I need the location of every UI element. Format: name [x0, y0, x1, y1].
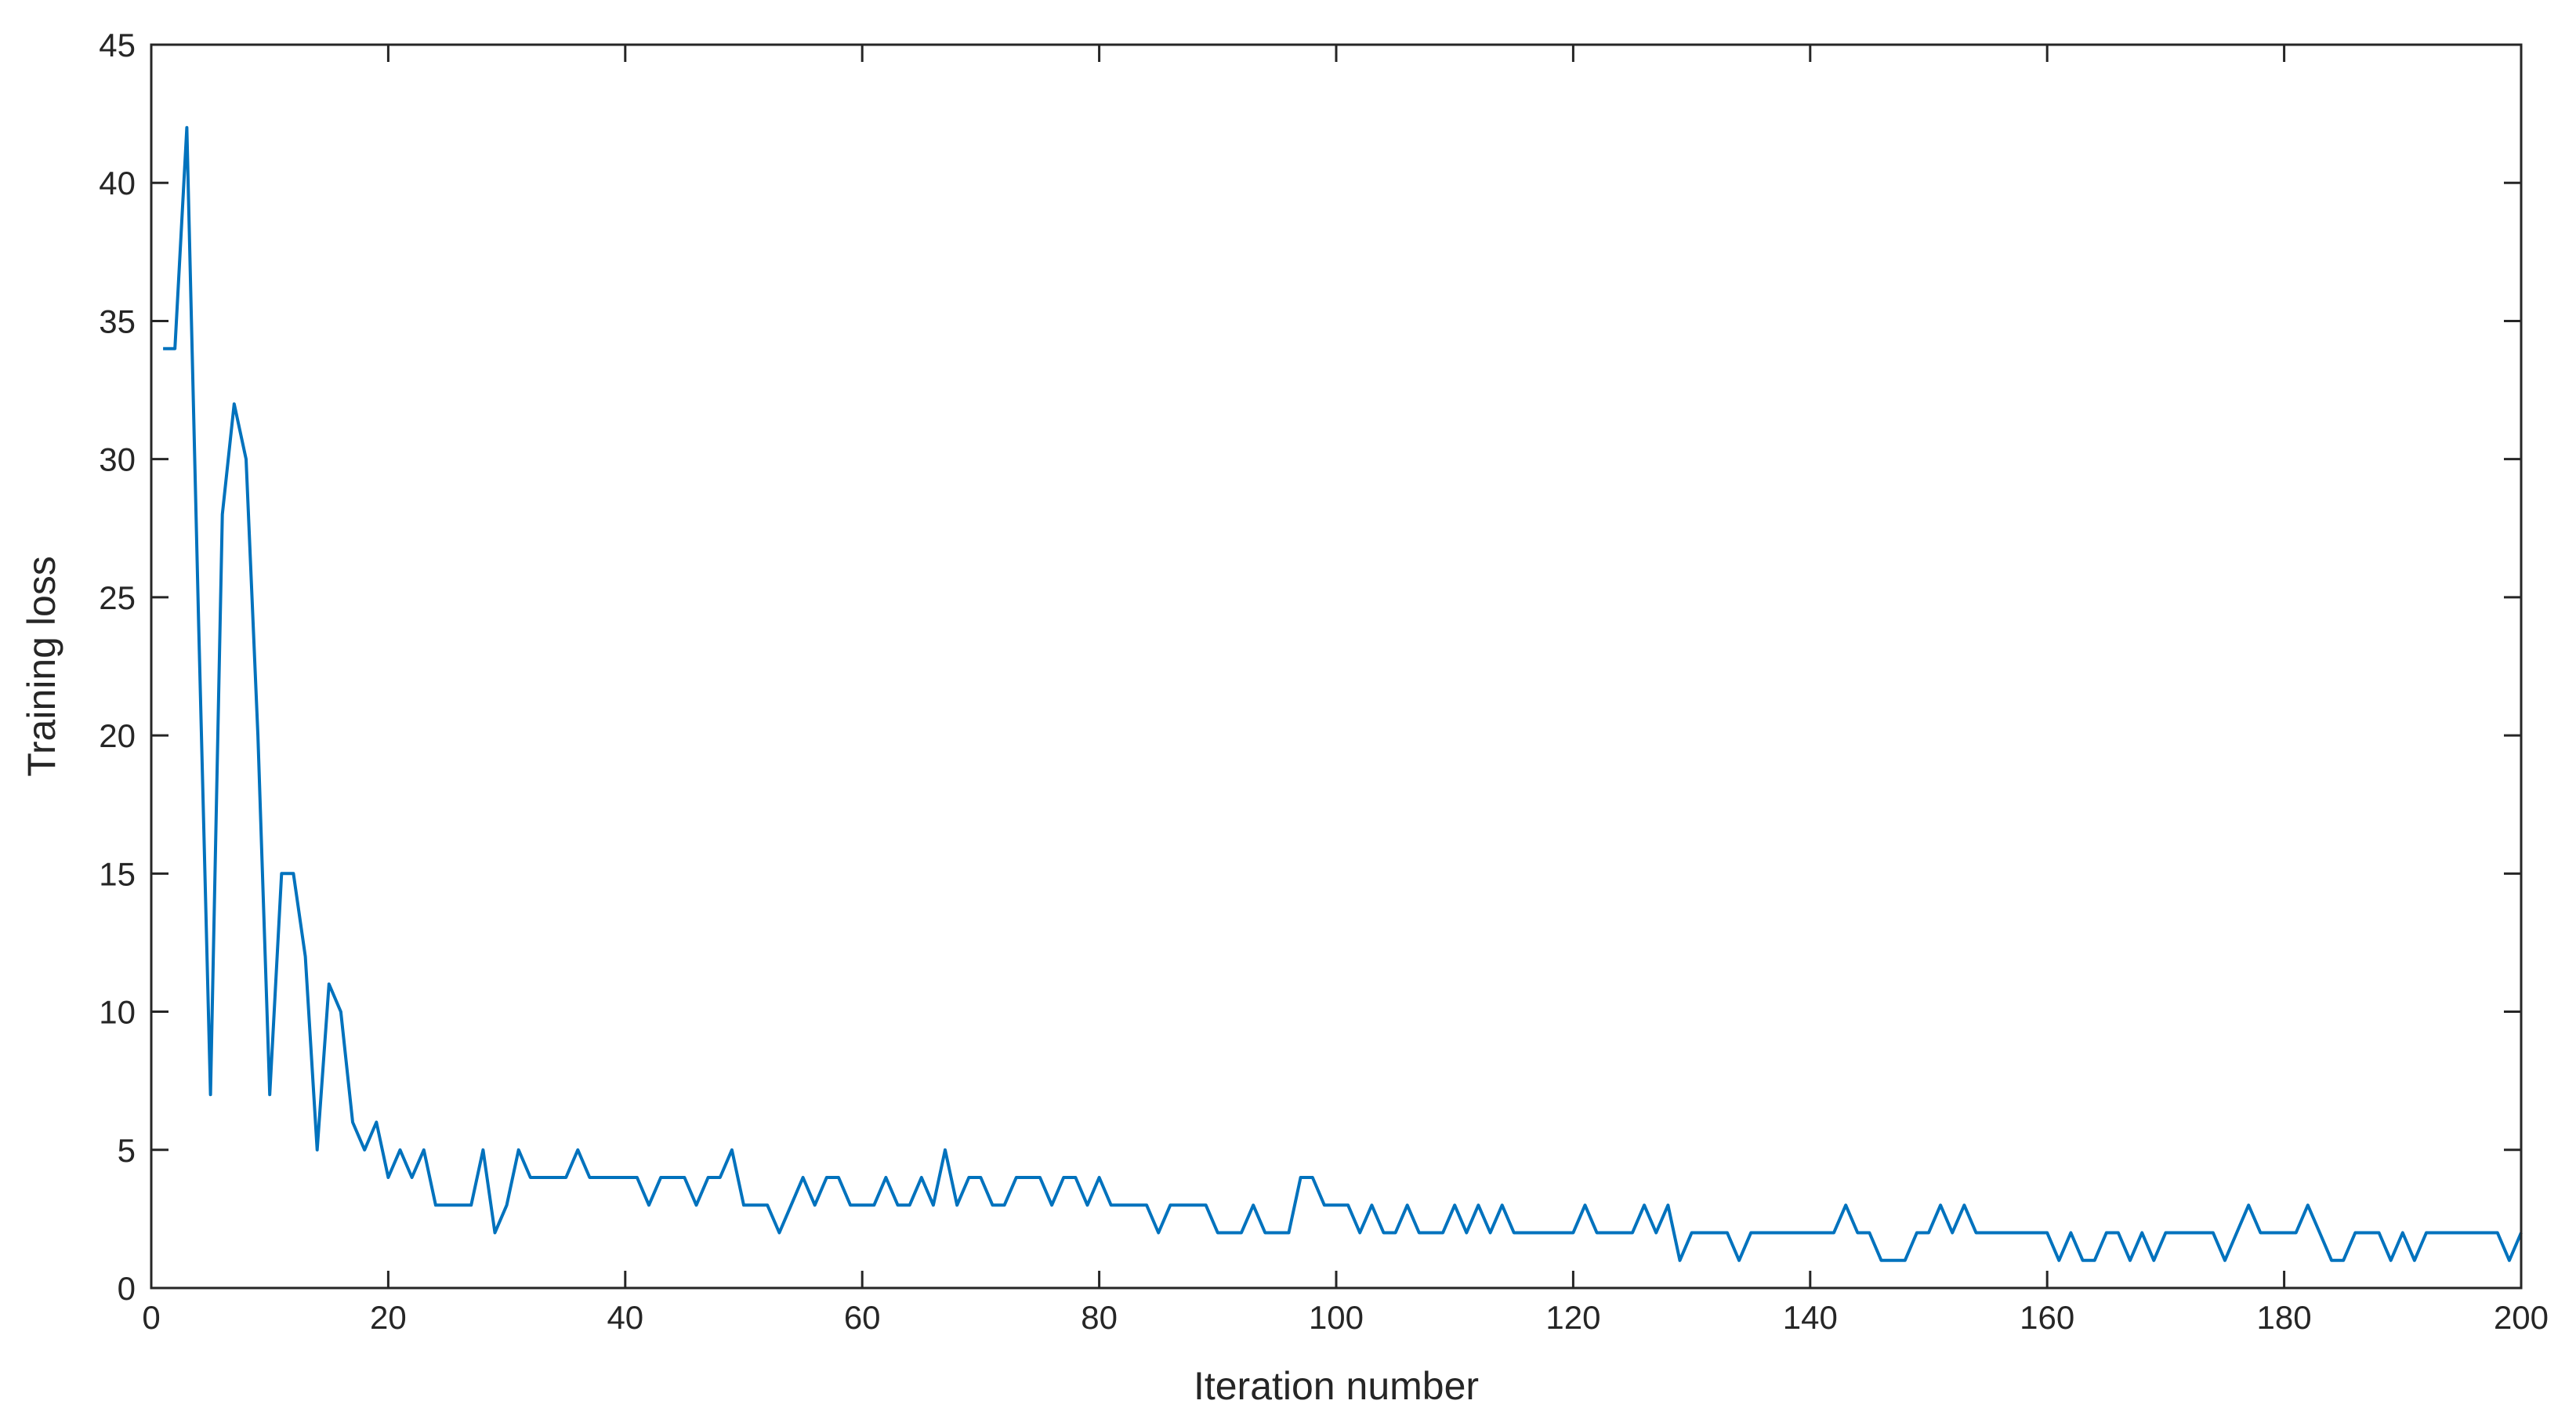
x-tick-label: 180 [2257, 1299, 2312, 1336]
y-tick-label: 25 [99, 579, 136, 616]
x-tick-label: 160 [2020, 1299, 2074, 1336]
x-tick-label: 40 [607, 1299, 643, 1336]
x-tick-label: 80 [1081, 1299, 1118, 1336]
y-tick-label: 5 [118, 1132, 136, 1169]
axes-box [150, 43, 2523, 1290]
x-axis-label: Iteration number [1194, 1364, 1479, 1408]
x-tick-label: 140 [1783, 1299, 1838, 1336]
y-tick-label: 10 [99, 994, 136, 1031]
y-tick-label: 40 [99, 165, 136, 201]
series-line-0 [163, 125, 2523, 1262]
x-tick-label: 100 [1309, 1299, 1364, 1336]
y-tick-label: 15 [99, 855, 136, 892]
x-tick-label: 20 [370, 1299, 407, 1336]
x-axis-ticks: 0 20 40 60 80 100 120 140 160 180 200 [142, 45, 2549, 1336]
y-tick-label: 20 [99, 717, 136, 754]
x-tick-label: 120 [1545, 1299, 1600, 1336]
y-axis-label: Training loss [20, 556, 63, 777]
x-tick-label: 0 [142, 1299, 160, 1336]
y-axis-ticks: 0 5 10 15 20 25 30 35 40 45 [99, 27, 2521, 1307]
y-tick-label: 0 [118, 1270, 136, 1307]
y-tick-label: 35 [99, 303, 136, 339]
y-tick-label: 30 [99, 441, 136, 478]
plot-area [163, 125, 2523, 1262]
y-tick-label: 45 [99, 27, 136, 63]
x-tick-label: 200 [2494, 1299, 2549, 1336]
x-tick-label: 60 [844, 1299, 881, 1336]
